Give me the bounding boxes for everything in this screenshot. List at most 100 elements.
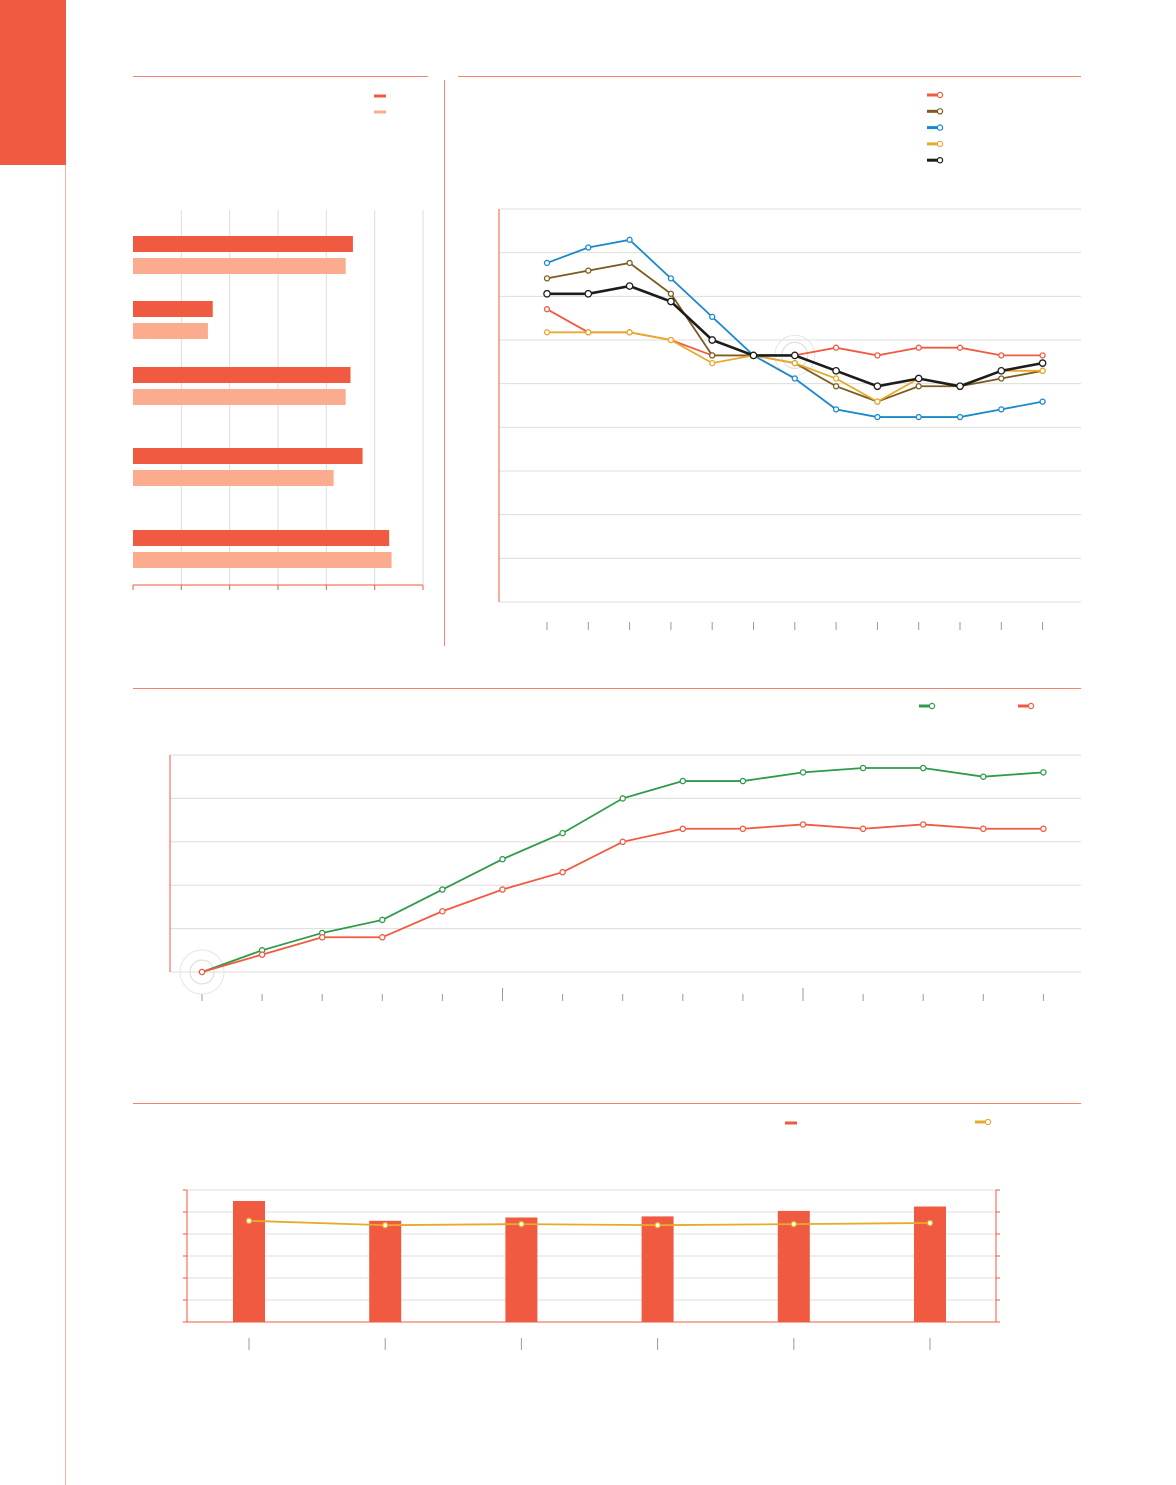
- chart3-point: [679, 825, 687, 833]
- chart1-bar: [133, 552, 392, 568]
- chart2-point: [625, 282, 634, 290]
- chart3-origin-ring-inner: [189, 959, 215, 985]
- chart3-point: [619, 795, 626, 802]
- chart3-point: [859, 825, 867, 833]
- chart2-point: [543, 306, 551, 313]
- chart3-point: [980, 825, 987, 833]
- chart2-point: [956, 382, 964, 391]
- chart3-point: [318, 934, 326, 941]
- chart4-point: [654, 1221, 661, 1229]
- chart4-legend-series-2-marker: [984, 1118, 992, 1126]
- chart4-point: [926, 1219, 934, 1227]
- chart2-point: [832, 375, 840, 382]
- chart2-point: [832, 383, 840, 390]
- chart4-point: [245, 1217, 253, 1225]
- chart3-point: [1040, 769, 1047, 776]
- chart2-point: [667, 290, 675, 297]
- chart2-point: [956, 344, 964, 351]
- chart3-point: [499, 855, 506, 863]
- corner-tab: [0, 0, 66, 165]
- chart4-bar: [641, 1216, 674, 1322]
- chart2-point: [915, 413, 922, 421]
- chart2-point: [585, 267, 592, 274]
- chart3-origin-ring-outer: [179, 949, 225, 995]
- chart3-top-rule: [133, 688, 1081, 689]
- chart2-legend-series-5-marker: [936, 156, 944, 164]
- chart3-point: [258, 951, 266, 958]
- chart1-bar: [133, 323, 208, 339]
- chart2-point: [790, 351, 799, 360]
- chart4-bar: [369, 1220, 402, 1322]
- chart2-point: [998, 406, 1005, 413]
- chart1-bar: [133, 530, 390, 546]
- chart2-point: [791, 375, 798, 382]
- chart1-bar: [133, 389, 346, 405]
- chart2-point: [667, 297, 675, 306]
- chart3-point: [559, 868, 566, 876]
- chart3-point: [679, 777, 687, 785]
- chart2-point: [626, 259, 633, 267]
- chart3-legend-series-1-marker: [928, 702, 936, 710]
- chart1-bar: [133, 236, 353, 252]
- chart2-legend-series-3-marker: [936, 124, 944, 131]
- chart3-point: [739, 777, 747, 785]
- column-divider: [444, 80, 445, 646]
- chart2-point: [543, 275, 551, 282]
- chart3-point: [859, 764, 867, 772]
- chart2-point: [585, 244, 592, 251]
- chart2-point: [626, 236, 633, 243]
- chart2-point: [709, 352, 716, 359]
- chart2-point: [998, 375, 1005, 382]
- chart3-point: [439, 886, 446, 893]
- chart2-line-series-5: [547, 284, 1043, 388]
- chart2-legend-series-2-marker: [936, 108, 944, 115]
- chart2-point: [873, 382, 882, 391]
- chart3-point: [919, 821, 927, 828]
- chart3-point: [739, 825, 747, 833]
- chart1-bar: [133, 470, 334, 486]
- chart2-point: [874, 413, 881, 421]
- chart1-bar: [133, 367, 351, 383]
- chart3-point: [919, 764, 927, 772]
- chart4-bar: [777, 1210, 810, 1322]
- chart2-point: [956, 413, 964, 421]
- chart2-point: [626, 329, 633, 336]
- chart2-point: [543, 259, 551, 267]
- chart2-point: [543, 329, 551, 336]
- chart2-point: [709, 313, 716, 321]
- chart3-point: [379, 916, 386, 924]
- chart1-bar: [133, 258, 346, 274]
- chart2-point: [874, 398, 881, 405]
- chart4-point: [381, 1221, 389, 1229]
- chart2-point: [832, 366, 840, 375]
- chart3-point: [198, 968, 206, 976]
- page-margin-rule: [65, 165, 66, 1485]
- chart1-bar: [133, 301, 213, 317]
- chart4-line-series: [248, 1219, 931, 1227]
- chart3-point: [379, 934, 386, 941]
- chart2-point: [585, 329, 592, 336]
- chart2-point: [1039, 398, 1046, 405]
- chart1-bar: [133, 448, 363, 464]
- chart2-point: [997, 366, 1006, 375]
- chart2-line-series-3: [546, 238, 1043, 418]
- chart3-point: [439, 907, 446, 915]
- chart3-point: [799, 821, 807, 828]
- chart2-point: [709, 359, 716, 367]
- chart3-point: [499, 886, 506, 893]
- chart2-point: [1038, 359, 1047, 367]
- chart2-point: [915, 344, 922, 351]
- chart4-top-rule: [133, 1103, 1081, 1104]
- chart2-point: [749, 351, 758, 360]
- chart2-point: [667, 275, 675, 282]
- chart4-point: [790, 1220, 798, 1228]
- chart2-point: [832, 344, 840, 351]
- chart3-legend-series-2-marker: [1027, 702, 1035, 710]
- chart2-point: [998, 352, 1005, 359]
- chart2-point: [914, 374, 923, 383]
- chart4-bar: [505, 1217, 538, 1322]
- chart2-point: [791, 359, 798, 367]
- chart2-point: [832, 406, 840, 413]
- chart3-point: [619, 838, 626, 846]
